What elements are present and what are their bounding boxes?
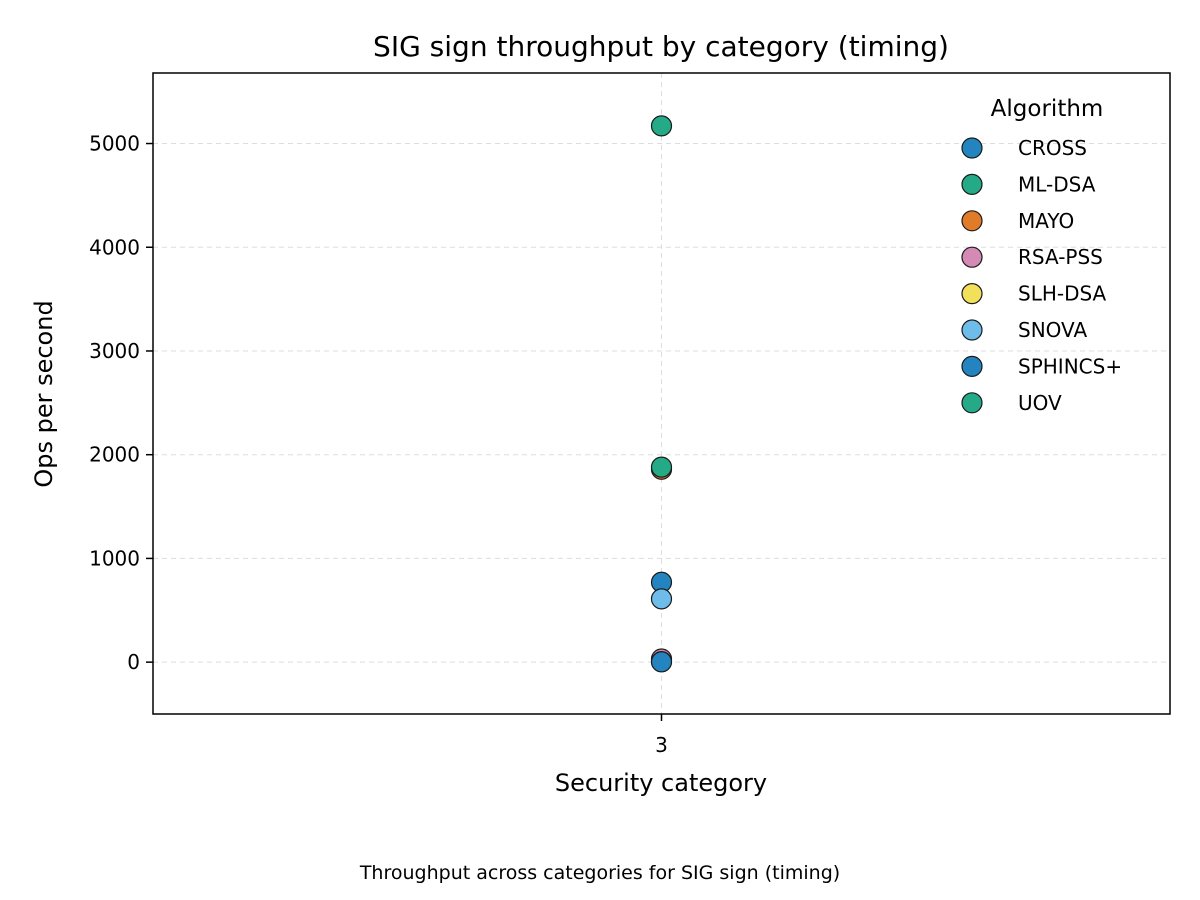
y-axis-label: Ops per second: [30, 300, 58, 487]
y-tick-label: 2000: [89, 443, 140, 467]
y-tick-label: 3000: [89, 339, 140, 363]
chart-title: SIG sign throughput by category (timing): [373, 30, 949, 63]
x-axis: 3: [655, 714, 668, 757]
legend-label: MAYO: [1018, 209, 1074, 233]
legend-label: SNOVA: [1018, 318, 1087, 342]
figure-caption: Throughput across categories for SIG sig…: [359, 862, 841, 884]
x-axis-label: Security category: [555, 769, 767, 797]
y-tick-label: 1000: [89, 546, 140, 570]
legend-label: SLH-DSA: [1018, 282, 1107, 306]
legend-marker: [961, 283, 983, 305]
legend-marker: [961, 210, 983, 232]
y-tick-label: 4000: [89, 235, 140, 259]
y-tick-label: 0: [127, 650, 140, 674]
legend-label: UOV: [1018, 391, 1062, 415]
legend-label: SPHINCS+: [1018, 354, 1122, 378]
legend-marker: [961, 392, 983, 414]
legend: Algorithm CROSS ML-DSA MAYO RSA-PSS SLH-DSA S…: [961, 96, 1122, 415]
y-axis: 0 1000 2000 3000 4000 5000: [89, 132, 153, 674]
legend-marker: [961, 137, 983, 159]
data-point: [650, 588, 673, 610]
data-point: [650, 456, 673, 478]
x-tick-label: 3: [655, 733, 668, 757]
data-point: [650, 651, 673, 673]
y-tick-label: 5000: [89, 132, 140, 156]
legend-title: Algorithm: [991, 96, 1104, 122]
data-point: [650, 115, 673, 137]
legend-marker: [961, 319, 983, 341]
legend-marker: [961, 246, 983, 268]
data-points: [650, 115, 673, 673]
legend-label: RSA-PSS: [1018, 245, 1103, 269]
legend-marker: [961, 355, 983, 377]
legend-marker: [961, 173, 983, 195]
legend-label: CROSS: [1018, 136, 1087, 160]
legend-label: ML-DSA: [1018, 172, 1096, 196]
